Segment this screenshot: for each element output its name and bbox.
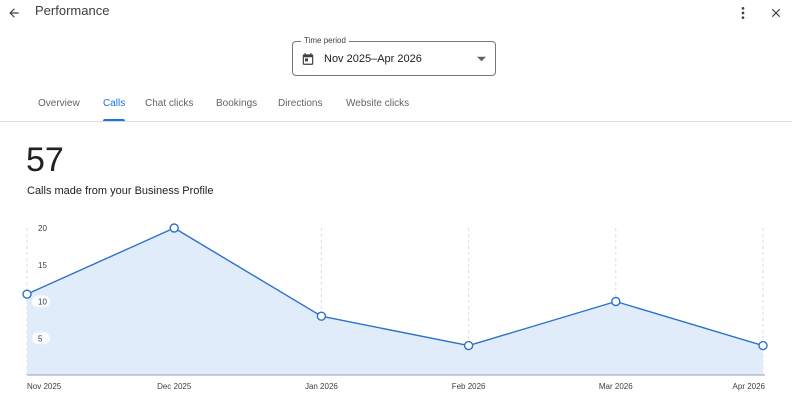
tab-calls[interactable]: Calls xyxy=(103,86,126,121)
close-button[interactable] xyxy=(765,2,787,24)
x-tick-label: Nov 2025 xyxy=(27,382,62,391)
caret-down-icon xyxy=(477,56,486,62)
x-tick-label: Feb 2026 xyxy=(452,382,486,391)
calls-chart: 5 10 15 20 Nov 2025 Dec 2025 Jan 2026 Feb 2026 M… xyxy=(22,222,768,391)
tab-directions[interactable]: Directions xyxy=(278,98,323,109)
chart-area xyxy=(27,228,763,375)
tab-bookings[interactable]: Bookings xyxy=(216,98,258,109)
more-options-button[interactable] xyxy=(732,2,754,24)
total-calls-caption: Calls made from your Business Profile xyxy=(27,185,214,197)
y-tick-label: 15 xyxy=(38,261,47,270)
x-tick-label: Apr 2026 xyxy=(733,382,766,391)
y-tick-label: 10 xyxy=(38,298,47,307)
total-calls-value: 57 xyxy=(26,141,64,179)
chart-point xyxy=(611,296,621,307)
back-button[interactable] xyxy=(3,2,25,24)
y-tick-label: 20 xyxy=(38,224,47,233)
chart-series-line xyxy=(26,227,764,347)
top-bar: Performance xyxy=(0,0,792,26)
arrow-back-icon xyxy=(9,8,19,18)
page-title: Performance xyxy=(35,3,110,18)
chart-point xyxy=(316,311,327,321)
time-period-select[interactable]: Time period Nov 2025–Apr 2026 xyxy=(292,35,496,76)
x-tick-label: Dec 2025 xyxy=(157,382,192,391)
metric-tabs: Overview Calls Chat clicks Bookings Dire… xyxy=(0,86,792,122)
chart-point xyxy=(22,289,32,299)
time-period-value: Nov 2025–Apr 2026 xyxy=(324,53,422,65)
y-tick-label-bg xyxy=(32,222,50,234)
y-tick-label-bg xyxy=(32,258,50,271)
calendar-icon xyxy=(302,53,314,65)
tab-overview[interactable]: Overview xyxy=(38,98,80,109)
tab-chat-clicks[interactable]: Chat clicks xyxy=(145,98,194,109)
y-tick-label-bg xyxy=(32,332,50,345)
chart-point xyxy=(758,340,768,351)
y-tick-label-bg xyxy=(32,295,50,308)
x-tick-label: Jan 2026 xyxy=(305,382,338,391)
more-vert-icon xyxy=(741,7,745,19)
tab-website-clicks[interactable]: Website clicks xyxy=(346,98,410,109)
close-icon xyxy=(771,8,781,18)
y-tick-label: 5 xyxy=(38,334,43,343)
chart-point xyxy=(169,223,179,233)
x-tick-label: Mar 2026 xyxy=(599,382,633,391)
chart-point xyxy=(463,340,474,351)
time-period-label: Time period xyxy=(301,35,349,47)
